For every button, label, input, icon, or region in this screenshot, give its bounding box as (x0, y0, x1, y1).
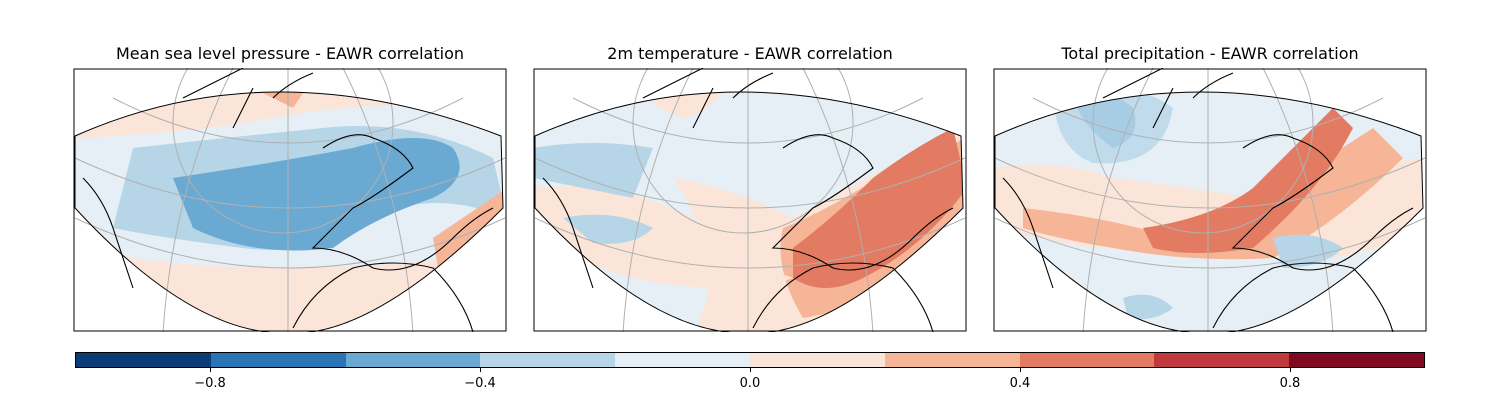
colorbar-tick-label: −0.8 (194, 376, 226, 391)
graticule (74, 68, 506, 332)
colorbar-segment (749, 353, 885, 367)
map-boundary (534, 91, 964, 332)
graticule (534, 68, 966, 332)
colorbar-segment (1019, 353, 1155, 367)
coastlines (542, 68, 954, 332)
colorbar-tick-label: −0.4 (464, 376, 496, 391)
colorbar-tick-label: 0.0 (739, 376, 761, 391)
colorbar-tick (749, 368, 751, 372)
panel-title-mslp: Mean sea level pressure - EAWR correlati… (116, 44, 464, 63)
map-panel-mslp (73, 68, 507, 332)
map-boundary (994, 91, 1424, 332)
colorbar-tick (479, 368, 481, 372)
colorbar-tick (1289, 368, 1291, 372)
colorbar-segment (884, 353, 1020, 367)
colorbar-tick-label: 0.8 (1279, 376, 1301, 391)
colorbar-segment (210, 353, 346, 367)
colorbar-tick (1019, 368, 1021, 372)
correlation-field (535, 92, 963, 332)
colorbar (75, 352, 1425, 368)
colorbar-segment (345, 353, 481, 367)
colorbar-segment (615, 353, 750, 367)
map-boundary (74, 91, 504, 332)
coastlines (1002, 68, 1414, 332)
panel-title-precip: Total precipitation - EAWR correlation (1061, 44, 1359, 63)
graticule (994, 68, 1426, 332)
colorbar-tick-label: 0.4 (1009, 376, 1031, 391)
colorbar-tick (209, 368, 211, 372)
colorbar-segment (480, 353, 616, 367)
map-panel-precip (993, 68, 1427, 332)
coastlines (82, 68, 494, 332)
correlation-field (75, 92, 503, 332)
map-panel-t2m (533, 68, 967, 332)
panel-title-t2m: 2m temperature - EAWR correlation (607, 44, 893, 63)
correlation-field (995, 92, 1423, 332)
colorbar-segment (1154, 353, 1290, 367)
colorbar-segment (1289, 353, 1424, 367)
colorbar-segment (76, 353, 211, 367)
